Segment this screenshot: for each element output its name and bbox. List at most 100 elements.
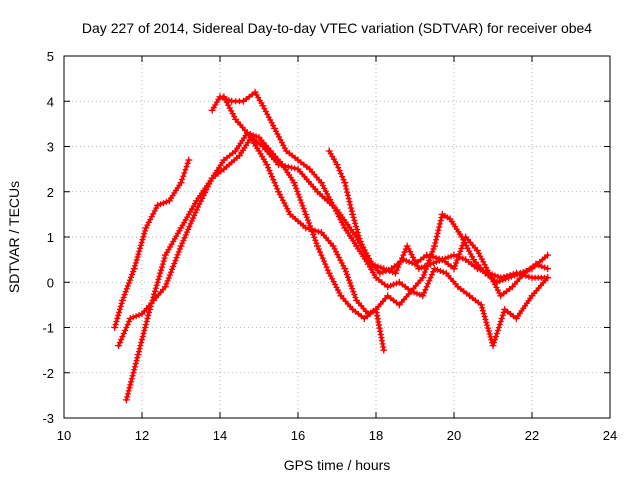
sample-marker [348, 208, 355, 215]
sample-marker [437, 217, 444, 224]
sample-marker [136, 312, 143, 319]
sample-marker [140, 233, 147, 240]
sample-marker [430, 268, 437, 275]
sample-marker [430, 260, 437, 267]
data-point-marker [146, 305, 154, 313]
sample-marker [448, 253, 455, 260]
sample-marker [293, 185, 300, 192]
sample-marker [186, 223, 193, 230]
sample-marker [321, 258, 327, 265]
sample-marker [143, 318, 150, 325]
sample-marker [303, 163, 310, 170]
sample-marker [152, 285, 159, 292]
sample-marker [128, 378, 135, 385]
sample-marker [145, 312, 152, 319]
sample-marker [124, 393, 131, 400]
sample-marker [180, 237, 187, 244]
sample-marker [347, 280, 354, 287]
sample-marker [406, 258, 413, 265]
sample-marker [192, 200, 199, 207]
sample-marker [149, 297, 156, 304]
sample-marker [352, 294, 359, 301]
sample-marker [529, 263, 536, 270]
sample-marker [317, 249, 324, 256]
sample-marker [429, 248, 436, 255]
sample-marker [538, 263, 545, 270]
sample-marker [420, 271, 427, 278]
sample-marker [499, 312, 506, 319]
sample-marker [460, 239, 467, 246]
sample-marker [269, 173, 275, 180]
sample-marker [148, 300, 155, 307]
sample-marker [428, 271, 435, 278]
sample-marker [300, 222, 307, 229]
sample-marker [475, 299, 482, 306]
sample-marker [131, 363, 138, 370]
sample-marker [311, 234, 318, 241]
sample-marker [305, 220, 312, 227]
sample-marker [440, 269, 447, 276]
sample-marker [367, 258, 374, 265]
sample-marker [121, 291, 128, 298]
sample-marker [171, 260, 178, 267]
sample-marker [112, 321, 119, 328]
sample-marker [471, 263, 478, 270]
y-tick-label: -1 [42, 321, 54, 336]
series-track-5 [220, 93, 388, 354]
sample-marker [380, 343, 387, 350]
sample-marker [127, 381, 134, 388]
data-point-marker [111, 324, 119, 331]
sample-marker [138, 339, 145, 346]
sample-marker [182, 231, 189, 238]
sample-marker [502, 275, 509, 282]
sample-marker [158, 267, 165, 274]
sample-marker [454, 257, 461, 264]
sample-marker [123, 285, 130, 292]
sample-marker [418, 264, 425, 271]
sample-marker [313, 240, 320, 247]
sample-marker [137, 342, 144, 349]
sample-marker [215, 96, 222, 103]
sample-marker [176, 182, 183, 189]
sample-marker [421, 289, 428, 296]
sample-marker [542, 277, 549, 284]
sample-marker [116, 309, 123, 316]
sample-marker [271, 179, 278, 186]
sample-marker [358, 313, 365, 320]
sample-marker [362, 308, 369, 315]
sample-marker [436, 257, 443, 264]
sample-marker [285, 208, 292, 215]
sample-marker [416, 291, 423, 298]
sample-marker [425, 280, 431, 287]
sample-marker [312, 237, 319, 244]
sample-marker [399, 255, 405, 262]
data-series [111, 88, 552, 404]
sample-marker [472, 244, 479, 251]
sample-marker [542, 254, 548, 261]
sample-marker [500, 309, 507, 316]
sample-marker [130, 268, 137, 275]
sample-marker [133, 256, 140, 263]
data-point-marker [134, 351, 142, 359]
sample-marker [115, 312, 122, 319]
sample-marker [494, 273, 501, 280]
sample-marker [347, 201, 354, 208]
sample-marker [262, 158, 269, 165]
sample-marker [511, 272, 518, 279]
sample-marker [118, 336, 125, 343]
sample-marker [340, 176, 347, 183]
sample-marker [423, 283, 430, 290]
sample-marker [289, 177, 296, 184]
sample-marker [124, 390, 131, 397]
sample-marker [414, 262, 421, 269]
sample-marker [124, 282, 131, 289]
sample-marker [496, 321, 503, 328]
sample-marker [456, 251, 463, 258]
sample-marker [335, 164, 342, 171]
sample-marker [160, 200, 167, 207]
sample-marker [386, 267, 393, 274]
sample-marker [433, 258, 440, 265]
sample-marker [181, 170, 188, 177]
sample-marker [184, 160, 191, 167]
sample-marker [270, 122, 277, 129]
